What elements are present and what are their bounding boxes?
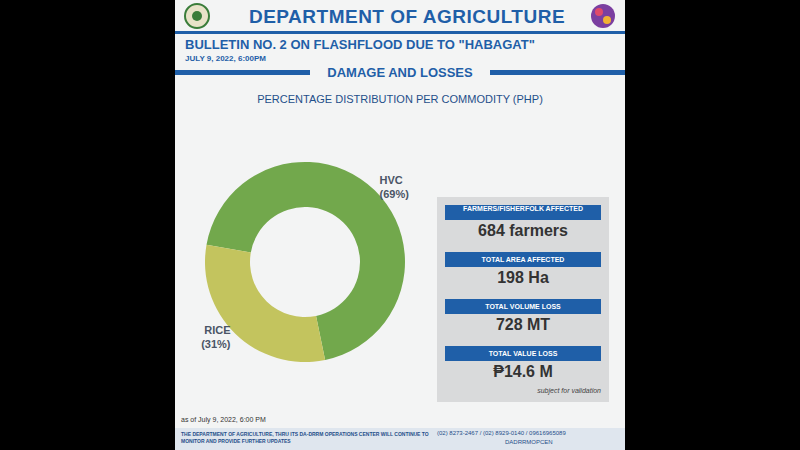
html-text:as of July 9, 2022, 6:00 PM: as of July 9, 2022, 6:00 PM <box>181 416 266 423</box>
svg-text:HVC: HVC <box>380 174 403 186</box>
html-text:TOTAL AREA AFFECTED: TOTAL AREA AFFECTED <box>481 256 565 263</box>
html-text:FARMERS/FISHERFOLK AFFECTED: FARMERS/FISHERFOLK AFFECTED <box>463 205 583 212</box>
html-text:₱14.6 M: ₱14.6 M <box>493 363 553 380</box>
svg-text:(31%): (31%) <box>201 338 231 350</box>
html-text:DADRRMOPCEN: DADRRMOPCEN <box>505 439 553 445</box>
html-text:subject for validation: subject for validation <box>537 387 601 394</box>
html-text:THE DEPARTMENT OF AGRICULTURE,: THE DEPARTMENT OF AGRICULTURE, THRU ITS … <box>181 431 429 444</box>
html-text:728 MT: 728 MT <box>495 316 551 333</box>
html-text:TOTAL VOLUME LOSS: TOTAL VOLUME LOSS <box>485 303 561 310</box>
html-text:TOTAL VALUE LOSS: TOTAL VALUE LOSS <box>488 350 558 357</box>
html-text:198 Ha: 198 Ha <box>497 269 549 286</box>
svg-text:RICE: RICE <box>204 324 230 336</box>
html-text:DAMAGE AND LOSSES: DAMAGE AND LOSSES <box>327 65 473 80</box>
svg-text:(69%): (69%) <box>380 188 410 200</box>
html-text:(02) 8273-2467 / (02) 8929-014: (02) 8273-2467 / (02) 8929-0140 / 096169… <box>437 430 566 436</box>
html-text:BULLETIN NO. 2 ON FLASHFLOOD D: BULLETIN NO. 2 ON FLASHFLOOD DUE TO "HAB… <box>185 37 535 52</box>
html-text:DEPARTMENT OF AGRICULTURE: DEPARTMENT OF AGRICULTURE <box>248 6 566 27</box>
html-text:PERCENTAGE DISTRIBUTION PER CO: PERCENTAGE DISTRIBUTION PER COMMODITY (P… <box>257 93 543 105</box>
html-text:684 farmers: 684 farmers <box>478 222 568 239</box>
html-text:JULY 9, 2022, 6:00PM: JULY 9, 2022, 6:00PM <box>185 54 266 63</box>
